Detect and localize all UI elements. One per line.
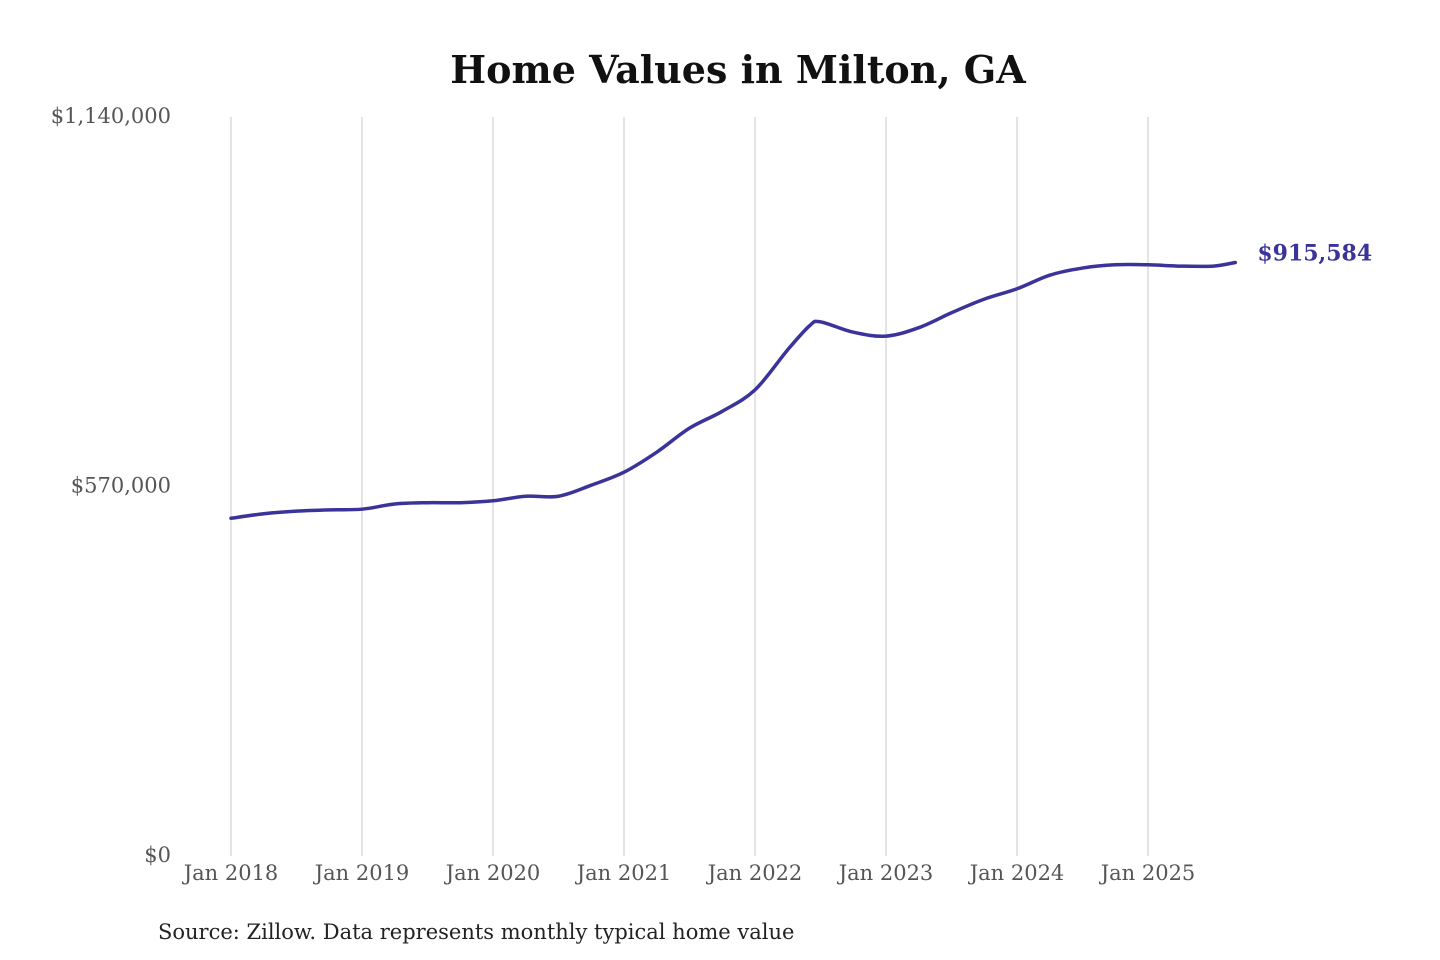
chart-title: Home Values in Milton, GA bbox=[450, 47, 1026, 92]
x-axis: Jan 2018 Jan 2019 Jan 2020 Jan 2021 Jan 2022… bbox=[182, 861, 1196, 885]
y-axis: $0 $570,000 $1,140,000 bbox=[51, 104, 171, 867]
y-tick-label: $1,140,000 bbox=[51, 104, 171, 128]
x-tick-label: Jan 2020 bbox=[444, 861, 541, 885]
x-tick-label: Jan 2025 bbox=[1099, 861, 1196, 885]
series-line bbox=[229, 260, 1238, 521]
x-tick-label: Jan 2024 bbox=[968, 861, 1065, 885]
source-note: Source: Zillow. Data represents monthly … bbox=[158, 920, 794, 944]
y-tick-label: $0 bbox=[144, 843, 171, 867]
end-value-label: $915,584 bbox=[1257, 240, 1372, 266]
y-tick-label: $570,000 bbox=[71, 474, 171, 498]
x-tick-label: Jan 2022 bbox=[706, 861, 803, 885]
x-tick-label: Jan 2018 bbox=[182, 861, 279, 885]
x-tick-label: Jan 2021 bbox=[575, 861, 672, 885]
x-tick-label: Jan 2019 bbox=[313, 861, 410, 885]
grid-lines bbox=[230, 117, 1149, 856]
x-tick-label: Jan 2023 bbox=[837, 861, 934, 885]
